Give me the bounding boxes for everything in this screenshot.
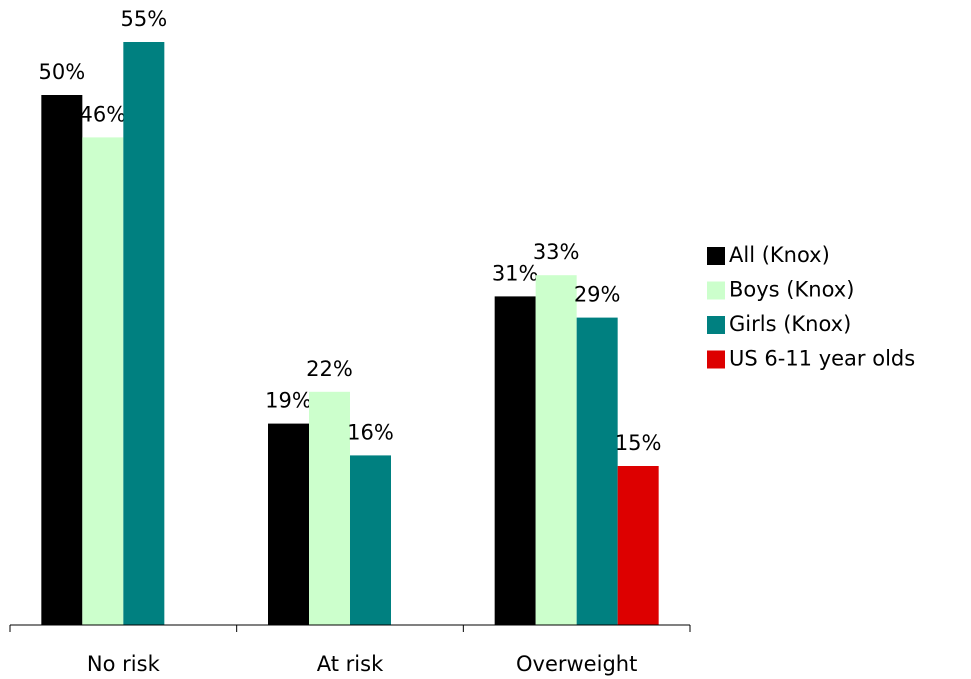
legend-label: Boys (Knox) xyxy=(729,278,854,302)
bar xyxy=(617,466,659,625)
bar xyxy=(268,423,309,625)
value-label: 55% xyxy=(120,7,167,31)
value-label: 15% xyxy=(615,431,662,455)
legend-swatch xyxy=(707,281,725,300)
legend-swatch xyxy=(707,316,725,334)
legend-label: US 6-11 year olds xyxy=(729,347,915,371)
x-tick-label: At risk xyxy=(317,652,384,676)
x-tick-label: Overweight xyxy=(516,652,637,676)
bar xyxy=(350,455,391,625)
value-label: 19% xyxy=(265,389,312,413)
value-label: 16% xyxy=(347,420,394,444)
bar xyxy=(123,42,165,625)
bar xyxy=(309,391,350,625)
value-label: 33% xyxy=(533,240,580,264)
value-label: 29% xyxy=(574,283,621,307)
x-tick-label: No risk xyxy=(87,652,161,676)
bar xyxy=(535,275,577,625)
bar xyxy=(41,95,83,625)
bar xyxy=(576,317,618,625)
legend-swatch xyxy=(707,350,725,369)
legend-label: Girls (Knox) xyxy=(729,312,851,336)
bar xyxy=(494,296,536,625)
legend-swatch xyxy=(707,247,725,265)
value-label: 31% xyxy=(492,261,539,285)
value-label: 22% xyxy=(306,357,353,381)
bar xyxy=(82,137,124,625)
legend-label: All (Knox) xyxy=(729,243,830,267)
value-label: 46% xyxy=(79,102,126,126)
value-label: 50% xyxy=(38,60,85,84)
